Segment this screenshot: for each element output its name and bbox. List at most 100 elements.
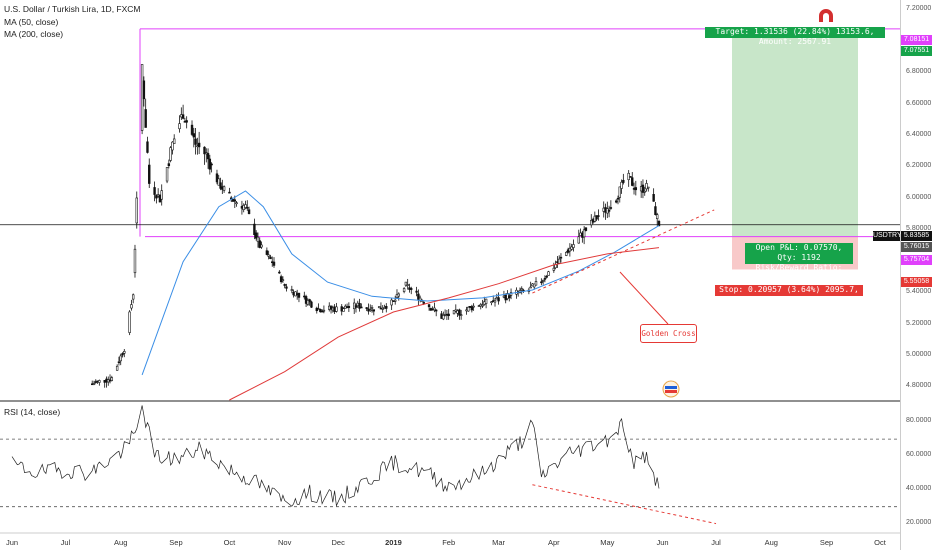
candle-body [190, 124, 194, 135]
target-price-tag: 7.08151 [901, 35, 932, 45]
candle-body [634, 187, 638, 191]
time-tick-label: Dec [331, 538, 345, 547]
candle-body [172, 138, 176, 144]
price-tick-label: 6.20000 [906, 162, 932, 170]
candle-body [631, 177, 634, 186]
candle-body [256, 236, 260, 242]
candle-body [415, 290, 418, 293]
candle-body [481, 304, 484, 307]
candle-body [370, 306, 374, 309]
price-tick-label: 5.20000 [906, 319, 932, 327]
time-tick-label: Oct [223, 538, 236, 547]
candle-body [342, 308, 345, 312]
candle-body [620, 181, 623, 189]
candle-body [652, 194, 655, 202]
candle-body [584, 227, 588, 231]
open-pl-box: Open P&L: 0.07570, Qty: 1192 Risk/Reward… [745, 243, 853, 282]
candle-body [572, 244, 575, 248]
price-axis[interactable] [900, 0, 932, 550]
rsi-tick-label: 80.0000 [906, 417, 932, 425]
rsi-tick-label: 20.0000 [906, 518, 932, 526]
time-tick-label: Aug [114, 538, 128, 547]
time-tick-label: Aug [764, 538, 778, 547]
candle-body [547, 271, 550, 276]
candle-body [552, 267, 556, 271]
entry-price-tag: 5.75704 [901, 255, 932, 265]
magnet-icon[interactable] [816, 8, 836, 26]
price-tick-label: 6.00000 [906, 193, 932, 201]
candle-body [215, 173, 219, 183]
candle-body [267, 254, 270, 257]
price-tick-label: 7.20000 [906, 5, 932, 13]
candle-body [144, 109, 147, 128]
event-flag-icon[interactable] [660, 379, 684, 399]
candle-body [595, 215, 598, 220]
time-tick-label: May [600, 538, 615, 547]
candle-body [128, 311, 131, 333]
time-tick-label: Jun [656, 538, 669, 547]
rsi-tick-label: 60.0000 [906, 451, 932, 459]
candle-body [545, 276, 548, 278]
candle-body [541, 279, 545, 282]
price-tick-label: 6.60000 [906, 99, 932, 107]
candle-body [320, 310, 324, 313]
candle-body [233, 199, 236, 202]
candle-body [447, 313, 450, 317]
candle-body [310, 301, 313, 308]
time-tick-label: Nov [278, 538, 292, 547]
candle-body [246, 207, 249, 209]
current-price-tag: 5.83585 [901, 231, 932, 241]
candle-body [304, 296, 308, 304]
candle-body [272, 261, 276, 266]
candle-body [459, 314, 463, 316]
open-pl-text: Open P&L: 0.07570, Qty: 1192 [755, 243, 843, 262]
candle-body [92, 383, 96, 385]
candle-body [616, 197, 620, 200]
time-tick-label: Sep [169, 538, 183, 547]
candle-body [146, 141, 149, 153]
candle-body [130, 304, 133, 309]
price-tick-label: 5.80000 [906, 225, 932, 233]
candle-body [133, 248, 137, 274]
candle-body [629, 176, 632, 178]
candle-body [206, 153, 210, 160]
candle-body [228, 191, 231, 194]
candle-body [169, 147, 172, 161]
candle-body [654, 206, 657, 215]
candle-body [458, 309, 461, 316]
candle-body [422, 301, 425, 304]
candle-body [165, 167, 169, 182]
candle-body [404, 281, 408, 286]
candle-body [235, 202, 238, 205]
candle-body [181, 114, 185, 119]
candle-body [178, 123, 181, 130]
candle-body [110, 377, 114, 381]
candle-body [559, 256, 563, 259]
candle-body [490, 301, 493, 304]
candle-body [121, 353, 124, 356]
symbol-title: U.S. Dollar / Turkish Lira, 1D, FXCM [4, 4, 141, 14]
candle-body [493, 299, 497, 303]
candle-body [347, 305, 351, 308]
candle-body [281, 279, 285, 281]
candle-body [442, 315, 445, 320]
candle-body [265, 250, 269, 255]
candle-body [484, 298, 488, 304]
ma50-legend: MA (50, close) [4, 17, 59, 27]
candle-body [543, 278, 547, 280]
candle-body [554, 264, 557, 269]
candle-body [222, 186, 226, 191]
candle-body [260, 244, 263, 248]
candle-body [358, 303, 361, 309]
candle-body [135, 197, 138, 224]
candle-body [377, 306, 381, 309]
price-tick-label: 5.40000 [906, 288, 932, 296]
target-zone [732, 28, 858, 237]
candle-body [597, 215, 600, 217]
ma200-line [229, 247, 660, 401]
candle-body [148, 164, 151, 184]
candle-body [117, 361, 121, 364]
candle-body [167, 163, 171, 167]
candle-body [160, 190, 163, 200]
rsi-divergence-line [532, 484, 717, 525]
